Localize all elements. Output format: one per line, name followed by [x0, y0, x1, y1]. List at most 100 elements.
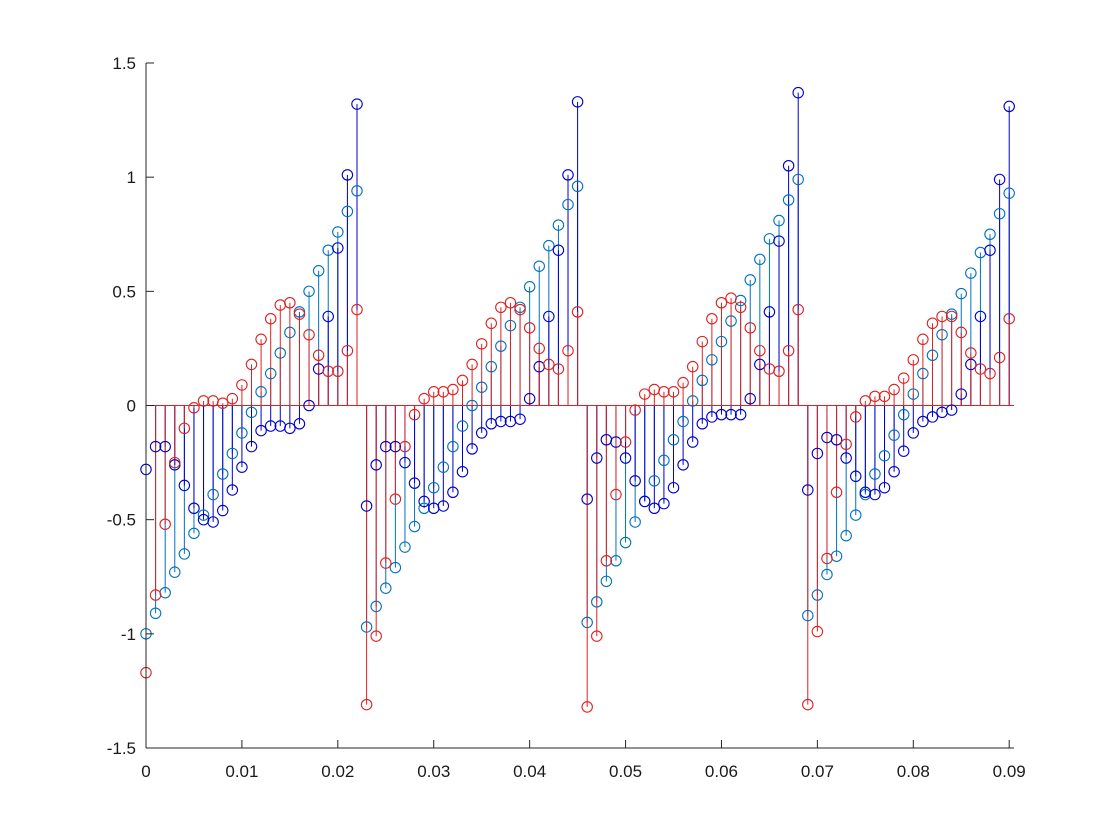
data-point — [188, 527, 200, 540]
data-point — [408, 408, 421, 421]
data-point — [926, 411, 939, 423]
y-tick-label: 0 — [127, 397, 136, 416]
data-point — [475, 381, 488, 393]
data-point — [725, 408, 737, 421]
data-point — [993, 207, 1006, 220]
x-tick-label: 0.03 — [417, 762, 450, 781]
data-point — [418, 392, 430, 405]
data-point — [495, 340, 507, 352]
data-point — [706, 312, 718, 325]
data-point — [591, 596, 603, 608]
data-point — [456, 374, 469, 387]
data-point — [897, 445, 910, 457]
data-point — [696, 335, 709, 348]
data-point — [264, 312, 277, 325]
data-point — [169, 566, 181, 578]
data-point — [878, 481, 891, 494]
data-point — [773, 235, 785, 247]
data-point — [926, 349, 939, 362]
x-tick-label: 0.01 — [225, 762, 258, 781]
y-tick-label: 0.5 — [112, 282, 136, 301]
data-point — [159, 518, 171, 530]
data-point — [466, 399, 478, 412]
data-point — [523, 392, 536, 405]
data-point — [255, 424, 267, 437]
data-point — [236, 427, 248, 439]
data-point — [178, 548, 191, 560]
data-point — [677, 415, 689, 428]
data-point — [715, 296, 728, 309]
data-point — [619, 436, 632, 448]
data-point — [562, 344, 574, 357]
data-point — [197, 509, 210, 521]
data-point — [907, 388, 920, 400]
data-point — [380, 557, 392, 569]
data-point — [907, 427, 920, 439]
x-tick-label: 0 — [141, 762, 150, 781]
data-point — [591, 452, 603, 464]
x-tick-label: 0.04 — [513, 762, 546, 781]
data-point — [763, 306, 776, 318]
data-point — [543, 310, 555, 323]
data-point — [523, 322, 536, 334]
data-point — [725, 315, 737, 327]
data-point — [380, 582, 392, 594]
data-point — [878, 390, 891, 403]
data-point — [993, 351, 1006, 364]
data-point — [389, 493, 402, 505]
data-point — [322, 365, 334, 377]
data-point — [581, 493, 593, 505]
data-point — [514, 303, 526, 316]
data-point — [236, 379, 248, 391]
data-point — [610, 555, 622, 567]
data-point — [466, 443, 478, 455]
data-point — [543, 358, 555, 371]
data-point — [811, 625, 824, 638]
data-point — [715, 335, 728, 348]
data-point — [744, 274, 756, 286]
data-point — [658, 497, 670, 510]
data-point — [974, 310, 987, 323]
data-point — [293, 308, 306, 320]
y-tick-label: -1.5 — [107, 739, 136, 758]
data-point — [888, 383, 900, 396]
data-point — [303, 285, 315, 298]
data-point — [504, 296, 517, 309]
data-point — [734, 301, 747, 314]
data-point — [629, 404, 641, 416]
data-point — [706, 354, 718, 366]
data-point — [1003, 187, 1015, 199]
data-point — [897, 408, 910, 421]
data-point — [178, 479, 191, 492]
data-point — [917, 367, 929, 380]
data-point — [236, 461, 248, 473]
data-point — [830, 433, 843, 446]
data-point — [485, 317, 498, 330]
data-point — [245, 406, 258, 419]
data-point — [533, 342, 545, 355]
data-point — [552, 219, 565, 231]
axes: 0 0.01 0.02 0.03 0.04 0.05 0.06 0.07 0.08 0.09 -1… — [107, 54, 1026, 781]
data-point — [447, 486, 459, 499]
data-point — [332, 226, 344, 238]
data-point — [571, 180, 584, 193]
data-point — [399, 440, 411, 453]
data-point — [811, 447, 824, 460]
data-point — [418, 495, 430, 508]
data-point — [216, 397, 229, 409]
data-point — [897, 372, 910, 384]
data-point — [1003, 100, 1015, 113]
data-point — [638, 388, 651, 400]
data-point — [370, 600, 382, 613]
data-point — [965, 358, 977, 371]
data-point — [303, 399, 315, 412]
x-tick-label: 0.02 — [321, 762, 354, 781]
data-point — [591, 630, 603, 642]
data-point — [360, 621, 373, 633]
data-point — [792, 173, 804, 186]
data-point — [255, 333, 267, 346]
data-point — [523, 281, 536, 293]
data-point — [312, 349, 325, 362]
data-point — [312, 265, 325, 277]
